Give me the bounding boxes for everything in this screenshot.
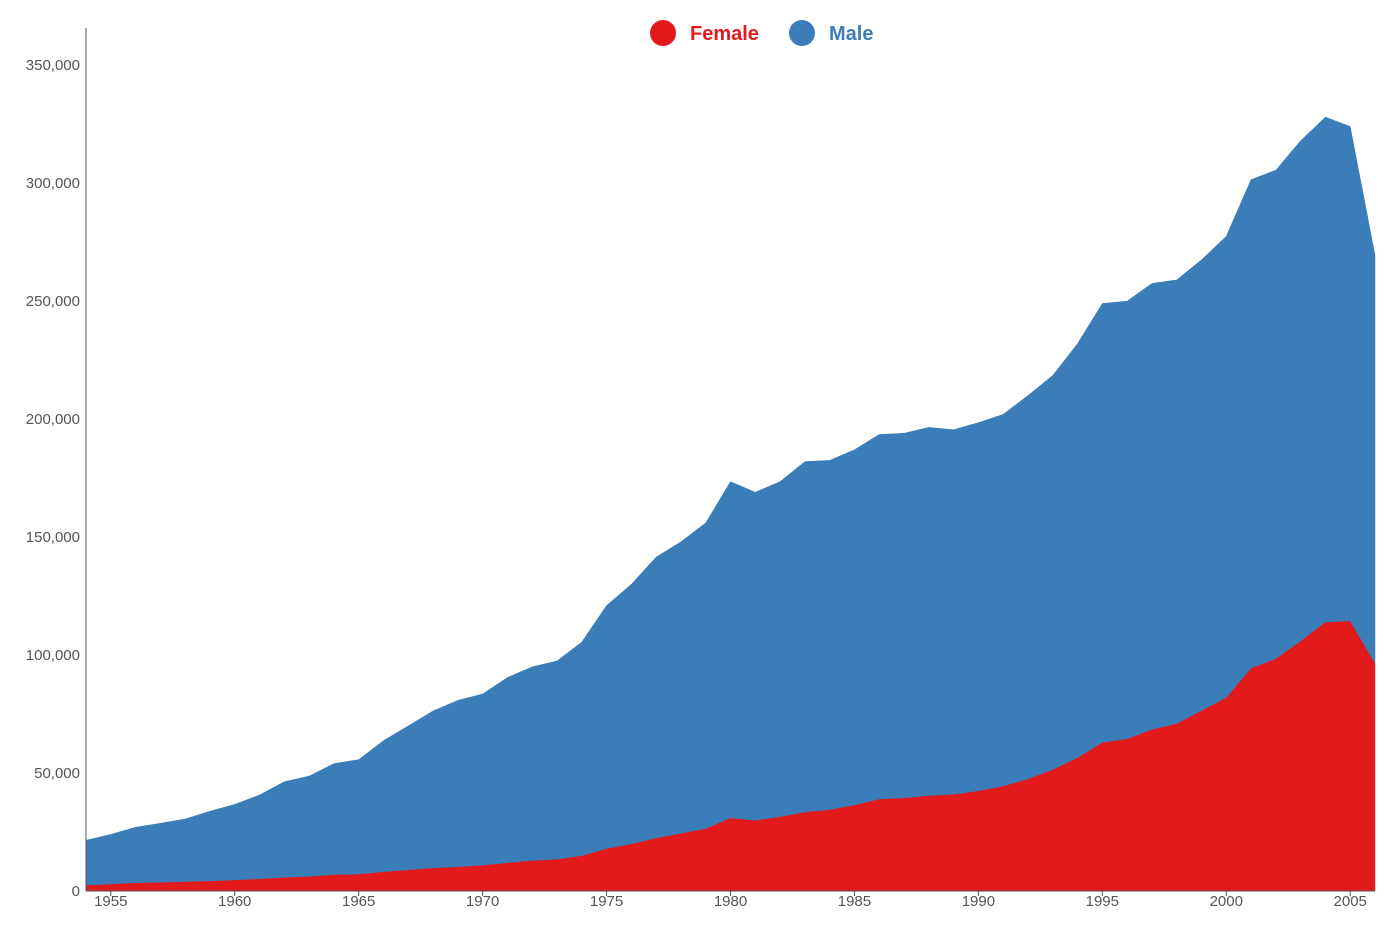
x-tick-label: 1980 xyxy=(714,893,747,910)
y-tick-label: 350,000 xyxy=(26,57,80,74)
x-tick-label: 1970 xyxy=(466,893,499,910)
legend-swatch-female xyxy=(650,20,676,46)
x-tick-label: 1995 xyxy=(1086,893,1119,910)
y-tick-label: 150,000 xyxy=(26,529,80,546)
legend-swatch-male xyxy=(789,20,815,46)
x-tick-label: 1975 xyxy=(590,893,623,910)
x-tick-label: 1960 xyxy=(218,893,251,910)
legend-label-female: Female xyxy=(690,23,759,45)
y-tick-label: 100,000 xyxy=(26,647,80,664)
y-tick-label: 300,000 xyxy=(26,175,80,192)
legend-label-male: Male xyxy=(829,23,873,45)
area-layer xyxy=(85,116,1376,892)
x-tick-label: 1955 xyxy=(94,893,127,910)
x-tick-label: 1985 xyxy=(838,893,871,910)
y-tick-label: 0 xyxy=(72,883,80,900)
area-male xyxy=(85,116,1376,886)
x-tick-label: 1990 xyxy=(962,893,995,910)
x-tick-label: 1965 xyxy=(342,893,375,910)
y-axis: 0 50,000 100,000 150,000 200,000 250,000 300,0… xyxy=(26,28,87,900)
x-tick-label: 2000 xyxy=(1210,893,1243,910)
x-tick-label: 2005 xyxy=(1334,893,1367,910)
y-tick-label: 200,000 xyxy=(26,411,80,428)
y-tick-label: 250,000 xyxy=(26,293,80,310)
legend: Female Male xyxy=(650,20,873,46)
x-axis: 1955 1960 1965 1970 1975 1980 1985 1990 1995 2000… xyxy=(86,890,1375,910)
y-tick-label: 50,000 xyxy=(34,765,80,782)
